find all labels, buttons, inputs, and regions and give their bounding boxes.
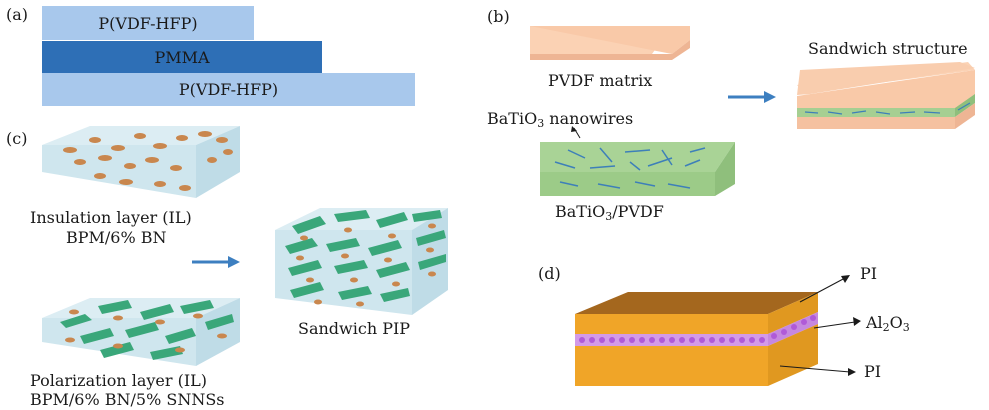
sandwich-structure-label: Sandwich structure	[808, 39, 968, 58]
layer-bottom-label: P(VDF-HFP)	[178, 80, 279, 99]
pvdf-matrix-slab	[530, 26, 690, 60]
insulation-layer-composition: BPM/6% BN	[66, 228, 167, 247]
panel-c-arrow-head	[228, 256, 240, 268]
pvdf-matrix-label: PVDF matrix	[548, 71, 653, 90]
alumina-layer	[575, 312, 818, 346]
batio3-pvdf-label: BaTiO3/PVDF	[555, 202, 664, 223]
polarization-layer-composition: BPM/6% BN/5% SNNSs	[30, 390, 225, 409]
batio3-pvdf-slab	[540, 142, 735, 196]
pi-top-pointer	[799, 277, 846, 303]
pi-top-layer	[575, 292, 818, 334]
alumina-pointer	[813, 321, 856, 329]
insulation-layer-label: Insulation layer (IL)	[30, 208, 192, 227]
layer-middle-pmma: PMMA	[42, 41, 322, 73]
pi-bottom-pointer-head	[848, 368, 856, 376]
insulation-layer-box	[42, 126, 240, 198]
panel-a-label: (a)	[6, 5, 29, 24]
layer-top-pvdf-hfp: P(VDF-HFP)	[42, 6, 254, 40]
panel-b-arrow-head	[764, 91, 776, 103]
nanowires	[554, 147, 706, 189]
alumina-label: Al2O3	[866, 313, 910, 334]
nanowire-pointer-head	[571, 126, 577, 132]
panel-c-label: (c)	[6, 129, 28, 148]
pi-bottom-label: PI	[864, 362, 882, 381]
alumina-pointer-head	[853, 317, 861, 326]
nanowires-label: BaTiO3 nanowires	[487, 109, 634, 130]
panel-b-label: (b)	[487, 7, 510, 26]
polarization-layer-box	[42, 298, 240, 366]
polarization-layer-label: Polarization layer (IL)	[30, 371, 208, 390]
panel-d-label: (d)	[538, 264, 561, 283]
layer-middle-label: PMMA	[154, 47, 210, 67]
layer-top-label: P(VDF-HFP)	[98, 13, 198, 33]
pi-top-label: PI	[860, 264, 878, 283]
pi-bottom-pointer	[779, 365, 851, 373]
sandwich-structure	[797, 62, 975, 129]
sandwich-pip-cube	[275, 208, 448, 315]
layer-bottom-pvdf-hfp: P(VDF-HFP)	[42, 73, 415, 106]
sandwich-pip-label: Sandwich PIP	[298, 319, 411, 338]
pi-top-pointer-head	[841, 275, 850, 283]
pi-bottom-layer	[575, 324, 818, 386]
